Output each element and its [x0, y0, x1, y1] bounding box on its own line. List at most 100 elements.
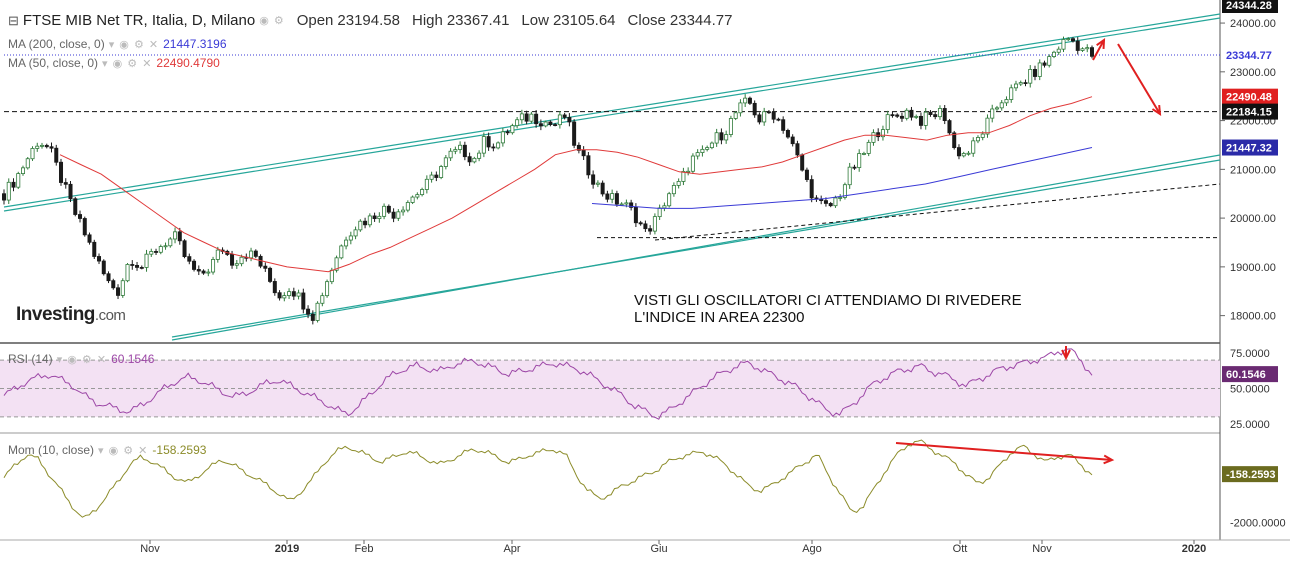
badge-rsi-bg — [1222, 366, 1278, 383]
time-tick-label: 2020 — [1182, 543, 1206, 555]
rsi-settings-icons[interactable]: ▾ ◉ ⚙ ✕ — [56, 353, 108, 366]
rsi-tick-label: 25.0000 — [1230, 419, 1270, 431]
candle-body — [1004, 99, 1009, 104]
candle-body — [980, 133, 985, 138]
candle-body — [538, 123, 543, 127]
trend-lines — [3, 13, 1221, 341]
badge-support-text: 22184.15 — [1226, 107, 1272, 119]
candle-body — [548, 121, 553, 125]
candle-body — [880, 129, 885, 138]
candle-body — [249, 250, 254, 259]
analysis-note: VISTI GLI OSCILLATORI CI ATTENDIAMO DI R… — [634, 292, 1104, 326]
candle-body — [714, 132, 719, 144]
candle-body — [92, 241, 97, 257]
price-tick-label: 24000.00 — [1230, 18, 1276, 30]
candle-body — [952, 132, 957, 148]
candle-body — [842, 184, 847, 198]
candle-body — [909, 109, 914, 118]
candle-body — [477, 152, 482, 159]
rsi-tick-label: 50.0000 — [1230, 384, 1270, 396]
candle-body — [861, 153, 866, 155]
candle-body — [785, 129, 790, 138]
mom-settings-icons[interactable]: ▾ ◉ ⚙ ✕ — [98, 444, 149, 457]
candle-body — [486, 136, 491, 148]
candle-body — [277, 292, 282, 299]
price-tick-label: 20000.00 — [1230, 213, 1276, 225]
candle-body — [500, 131, 505, 144]
candle-body — [149, 251, 154, 255]
candle-body — [310, 313, 315, 321]
candle-body — [187, 256, 192, 262]
channel-lower-line — [171, 154, 1221, 341]
arrow-down-target-head — [1151, 104, 1162, 116]
time-axis[interactable]: Nov 2019 Feb Apr Giu Ago Ott Nov 2020 — [140, 540, 1206, 555]
candle-body — [467, 156, 472, 163]
candle-body — [49, 146, 54, 149]
low-value: 23105.64 — [552, 12, 616, 29]
rising-trend-line — [654, 183, 1221, 241]
candle-body — [629, 202, 634, 208]
arrow-mom-divergence — [895, 442, 1113, 461]
candle-body — [325, 281, 330, 297]
candle-body — [348, 235, 353, 241]
candle-body — [576, 144, 581, 151]
candle-body — [828, 203, 833, 207]
legend-settings-icons[interactable]: ◉ ⚙ — [259, 15, 285, 27]
candle-body — [253, 250, 258, 257]
candle-body — [719, 132, 724, 141]
collapse-icon[interactable]: ⊟ — [8, 12, 19, 28]
panel-frames — [0, 0, 1290, 541]
candle-body — [595, 182, 600, 185]
candle-body — [192, 260, 197, 270]
candle-body — [453, 149, 458, 152]
candle-body — [600, 182, 605, 195]
ma200-settings-icons[interactable]: ▾ ◉ ⚙ ✕ — [108, 38, 160, 51]
mom-legend[interactable]: Mom (10, close) ▾ ◉ ⚙ ✕ -158.2593 — [8, 443, 206, 457]
time-tick-label: Nov — [140, 543, 160, 555]
candle-body — [638, 222, 643, 225]
candle-body — [163, 245, 168, 248]
rsi-value: 60.1546 — [111, 352, 155, 366]
candle-body — [781, 119, 786, 131]
candle-body — [11, 181, 16, 188]
badge-mom-bg — [1222, 466, 1278, 483]
candle-body — [690, 155, 695, 172]
badge-support-bg — [1222, 103, 1278, 120]
close-value: 23344.77 — [669, 12, 733, 29]
candle-body — [101, 260, 106, 275]
investing-logo: Investing.com — [16, 304, 126, 326]
candle-body — [529, 113, 534, 122]
candle-body — [771, 111, 776, 120]
ma200-legend[interactable]: MA (200, close, 0) ▾ ◉ ⚙ ✕ 21447.3196 — [8, 37, 227, 51]
candle-body — [662, 205, 667, 209]
candle-body — [738, 102, 743, 114]
arrow-up-short-head — [1096, 37, 1106, 50]
badge-ma200-bg — [1222, 139, 1278, 156]
badge-top-bg — [1222, 0, 1278, 13]
ma50-value: 22490.4790 — [156, 56, 220, 70]
open-label: Open — [296, 12, 334, 29]
candle-body — [315, 302, 320, 321]
candle-body — [994, 107, 999, 110]
price-badges: 24344.28 23344.77 22490.48 22184.15 21447.32… — [1222, 0, 1278, 483]
candle-body — [581, 149, 586, 157]
rsi-legend[interactable]: RSI (14) ▾ ◉ ⚙ ✕ 60.1546 — [8, 352, 154, 366]
candle-body — [424, 178, 429, 190]
candle-body — [40, 144, 45, 147]
candle-body — [899, 115, 904, 119]
candle-body — [135, 265, 140, 268]
candle-body — [44, 144, 49, 148]
candle-body — [215, 249, 220, 260]
candle-body — [168, 238, 173, 247]
symbol-title: FTSE MIB Net TR, Italia, D, Milano — [22, 12, 256, 29]
ma50-legend[interactable]: MA (50, close, 0) ▾ ◉ ⚙ ✕ 22490.4790 — [8, 56, 220, 70]
candle-body — [766, 111, 771, 114]
candle-body — [1066, 38, 1071, 41]
ma50-settings-icons[interactable]: ▾ ◉ ⚙ ✕ — [102, 57, 153, 70]
analysis-note-line1: VISTI GLI OSCILLATORI CI ATTENDIAMO DI R… — [634, 292, 1022, 309]
candle-body — [624, 202, 629, 205]
candle-body — [377, 215, 382, 220]
candle-body — [695, 152, 700, 157]
candle-body — [572, 121, 577, 146]
